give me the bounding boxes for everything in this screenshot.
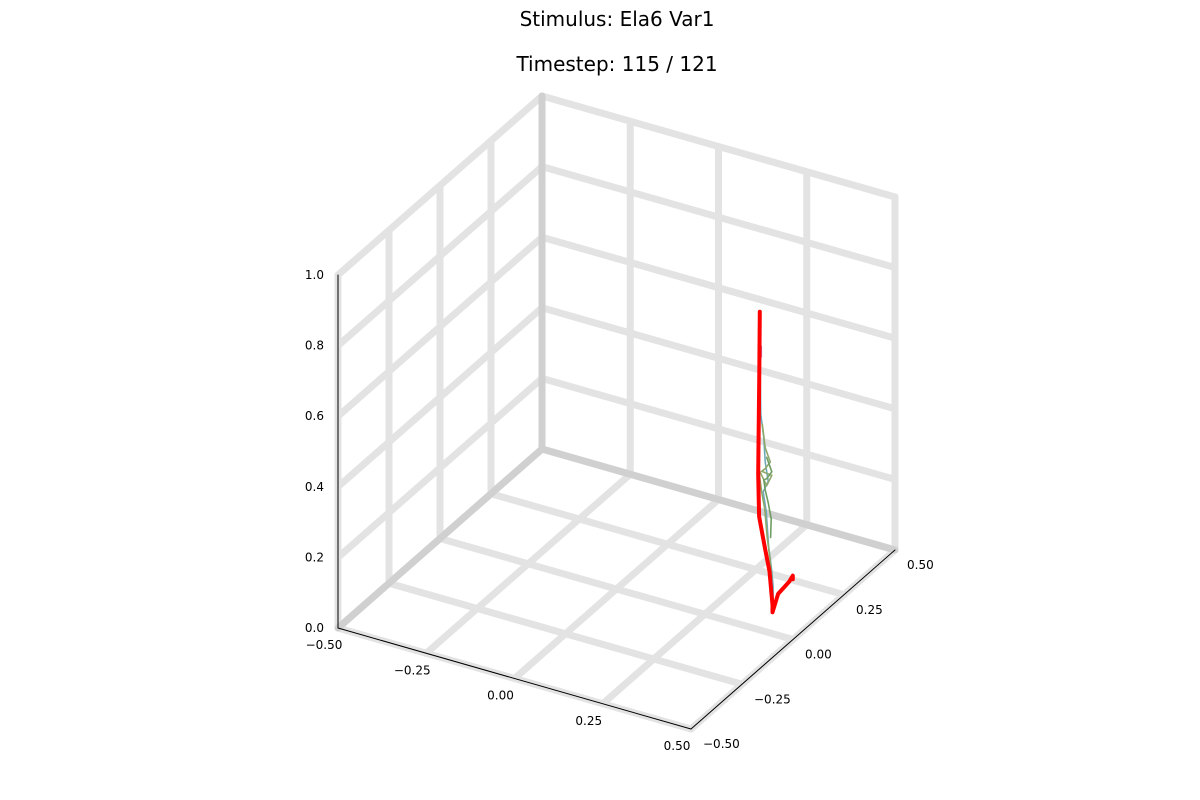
tick-labels: −0.50 −0.25 0.00 0.25 0.50 −0.50 −0.25 0.00 0.25… [305, 268, 934, 753]
grid-line-y-bottom [436, 535, 797, 643]
series-line-3 [762, 456, 773, 539]
z-tick-label: 0.2 [305, 550, 324, 564]
chart-subtitle: Timestep: 115 / 121 [515, 52, 717, 76]
z-tick-label: 0.4 [305, 480, 324, 494]
z-tick-label: 0.0 [305, 621, 324, 635]
y-tick-label: −0.50 [703, 737, 740, 751]
grid-line-z-left [334, 92, 546, 279]
grid-line-z-left [334, 304, 546, 491]
x-tick-label: 0.25 [575, 714, 602, 728]
grid-line-z-back [538, 374, 899, 483]
grid-lines [334, 92, 899, 733]
series-line-0 [756, 309, 795, 615]
y-axis-line [690, 549, 896, 730]
frame-edge-back-floor [538, 445, 899, 554]
y-tick-label: −0.25 [754, 692, 791, 706]
axes [337, 274, 896, 730]
z-tick-label: 0.8 [305, 339, 324, 353]
grid-line-z-back [538, 304, 899, 413]
chart-title: Stimulus: Ela6 Var1 [520, 7, 715, 31]
grid-line-y-bottom [487, 490, 848, 599]
series-lines [756, 309, 795, 615]
x-tick-label: −0.50 [306, 638, 343, 652]
grid-line-z-left [334, 374, 546, 561]
x-tick-label: 0.00 [487, 689, 514, 703]
grid-line-z-left [334, 233, 546, 420]
y-tick-label: 0.25 [856, 603, 883, 617]
x-axis-line [337, 627, 692, 730]
grid-line-z-back [538, 163, 899, 272]
grid-line-z-back [538, 233, 899, 342]
z-tick-label: 0.6 [305, 409, 324, 423]
z-tick-label: 1.0 [305, 268, 324, 282]
x-tick-label: −0.25 [394, 663, 431, 677]
x-tick-label: 0.50 [664, 739, 691, 753]
y-tick-label: 0.00 [805, 648, 832, 662]
grid-line-y-bottom [385, 579, 746, 688]
frame-edge-left-floor [334, 445, 546, 632]
grid-line-z-left [334, 163, 546, 350]
grid-line-z-back [538, 92, 899, 201]
y-tick-label: 0.50 [907, 558, 934, 572]
